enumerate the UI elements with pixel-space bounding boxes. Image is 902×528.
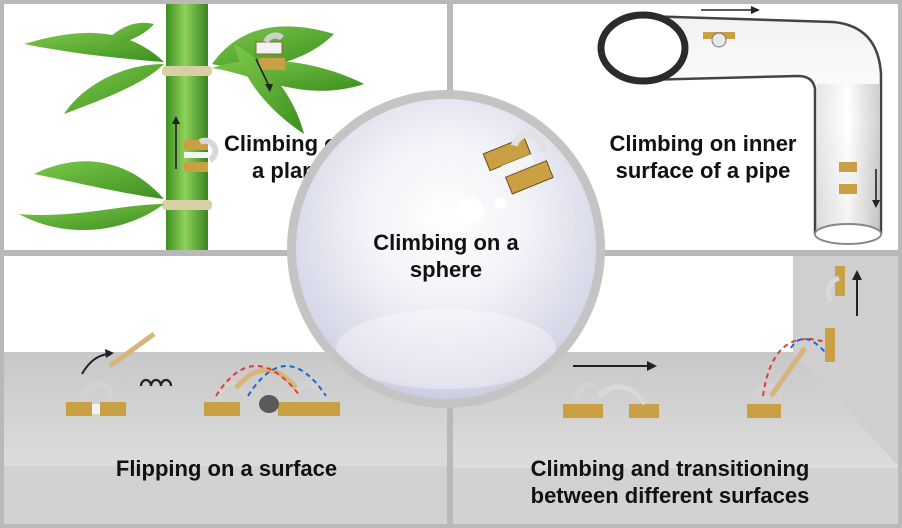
transition-caption: Climbing and transitioning between diffe… xyxy=(505,456,835,510)
flip-caption-line-1: Flipping on a surface xyxy=(115,456,338,481)
flip-robot-1 xyxy=(66,331,156,416)
leaf xyxy=(212,60,364,91)
floor-edge xyxy=(4,466,447,524)
blue-dashed-arrow xyxy=(790,338,826,353)
pipe-caption-line-1: Climbing on inner xyxy=(609,131,797,156)
right-arrow-floor-head xyxy=(647,361,657,371)
flip-robot-2 xyxy=(204,367,340,416)
bamboo-node xyxy=(162,66,212,76)
leaf xyxy=(34,161,164,199)
wall-surface xyxy=(793,256,898,466)
leaf xyxy=(19,204,164,231)
robot-on-leaf xyxy=(255,32,285,70)
sphere-reflection xyxy=(336,309,556,389)
pipe-caption-line-2: surface of a pipe xyxy=(615,157,791,183)
transition-caption-line-2: between different surfaces xyxy=(530,482,810,508)
robot-on-sphere xyxy=(482,130,554,195)
down-arrow-pipe-head xyxy=(872,200,880,208)
transition-robot-floor xyxy=(563,383,659,418)
transition-caption-line-1: Climbing and transitioning xyxy=(530,456,810,481)
robot-on-stem xyxy=(184,137,219,172)
right-arrow-head xyxy=(751,6,760,14)
panel-transition: Climbing and transitioning between diffe… xyxy=(453,256,898,524)
pipe-opening xyxy=(597,11,689,85)
leaf xyxy=(24,32,164,62)
sphere-caption-line-1: Climbing on a xyxy=(373,230,519,255)
obstacle-rock xyxy=(259,395,279,413)
leaf xyxy=(64,64,164,114)
robot-in-pipe xyxy=(703,32,735,48)
flip-illustration xyxy=(4,331,447,524)
curved-arrow xyxy=(81,353,109,375)
repeat-symbol xyxy=(139,378,173,387)
bamboo-stem xyxy=(166,4,208,250)
up-arrow-head xyxy=(172,116,180,124)
pipe-caption: Climbing on inner surface of a pipe xyxy=(583,131,823,185)
pipe-illustration xyxy=(597,6,883,245)
sphere-caption-line-2: sphere xyxy=(409,256,483,282)
sphere-caption: Climbing on a sphere xyxy=(356,230,536,284)
sphere-panel: Climbing on a sphere xyxy=(296,99,596,399)
flip-caption: Flipping on a surface xyxy=(94,456,359,483)
sphere-highlight-small xyxy=(494,197,506,209)
red-dashed-arrow xyxy=(215,365,301,397)
bamboo-node xyxy=(162,200,212,210)
up-arrow-wall-head xyxy=(852,270,862,280)
plant-illustration xyxy=(19,4,364,250)
sphere-highlight xyxy=(456,198,484,224)
down-arrow xyxy=(255,58,271,89)
robot-in-vertical-pipe xyxy=(839,162,857,194)
leaf xyxy=(99,22,154,49)
sphere-illustration xyxy=(336,130,556,389)
curved-arrow-head xyxy=(105,349,114,358)
transition-robot-corner xyxy=(747,266,845,418)
red-dashed-arrow xyxy=(762,338,826,397)
floor-edge xyxy=(453,468,898,524)
panel-plant: Climbing on a plant xyxy=(4,4,447,250)
pipe-vertical xyxy=(817,84,879,232)
pipe-bottom-opening xyxy=(814,223,882,245)
transition-illustration xyxy=(453,256,898,524)
down-arrow-head xyxy=(265,84,273,92)
